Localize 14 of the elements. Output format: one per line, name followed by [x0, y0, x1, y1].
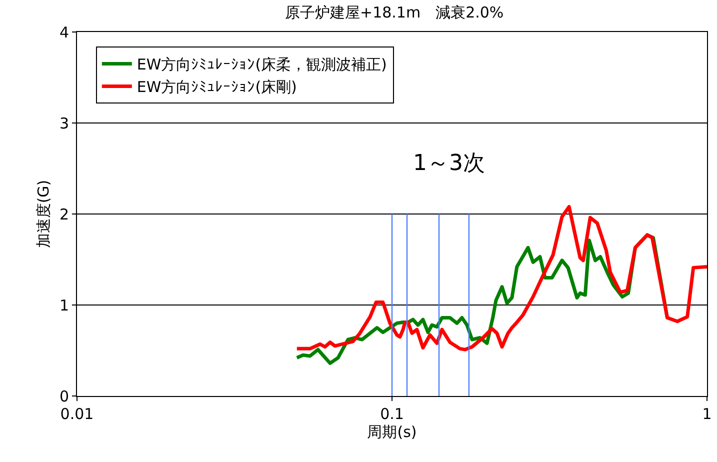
x-tick-label: 1 — [702, 405, 712, 423]
y-tick-label: 3 — [59, 114, 69, 132]
y-tick-label: 4 — [59, 23, 69, 42]
legend-label: EW方向ｼﾐｭﾚｰｼｮﾝ(床柔，観測波補正) — [136, 56, 387, 74]
y-axis-title: 加速度(G) — [34, 180, 53, 248]
x-axis-title: 周期(s) — [367, 423, 417, 441]
legend-label: EW方向ｼﾐｭﾚｰｼｮﾝ(床剛) — [136, 78, 297, 96]
annotation: 1～3次 — [413, 151, 485, 176]
x-tick-label: 0.1 — [380, 405, 404, 423]
chart-title: 原子炉建屋+18.1m 減衰2.0% — [285, 3, 504, 22]
y-tick-label: 1 — [59, 296, 69, 314]
x-tick-label: 0.01 — [60, 405, 94, 423]
y-tick-label: 2 — [59, 205, 69, 224]
y-tick-label: 0 — [59, 387, 69, 406]
